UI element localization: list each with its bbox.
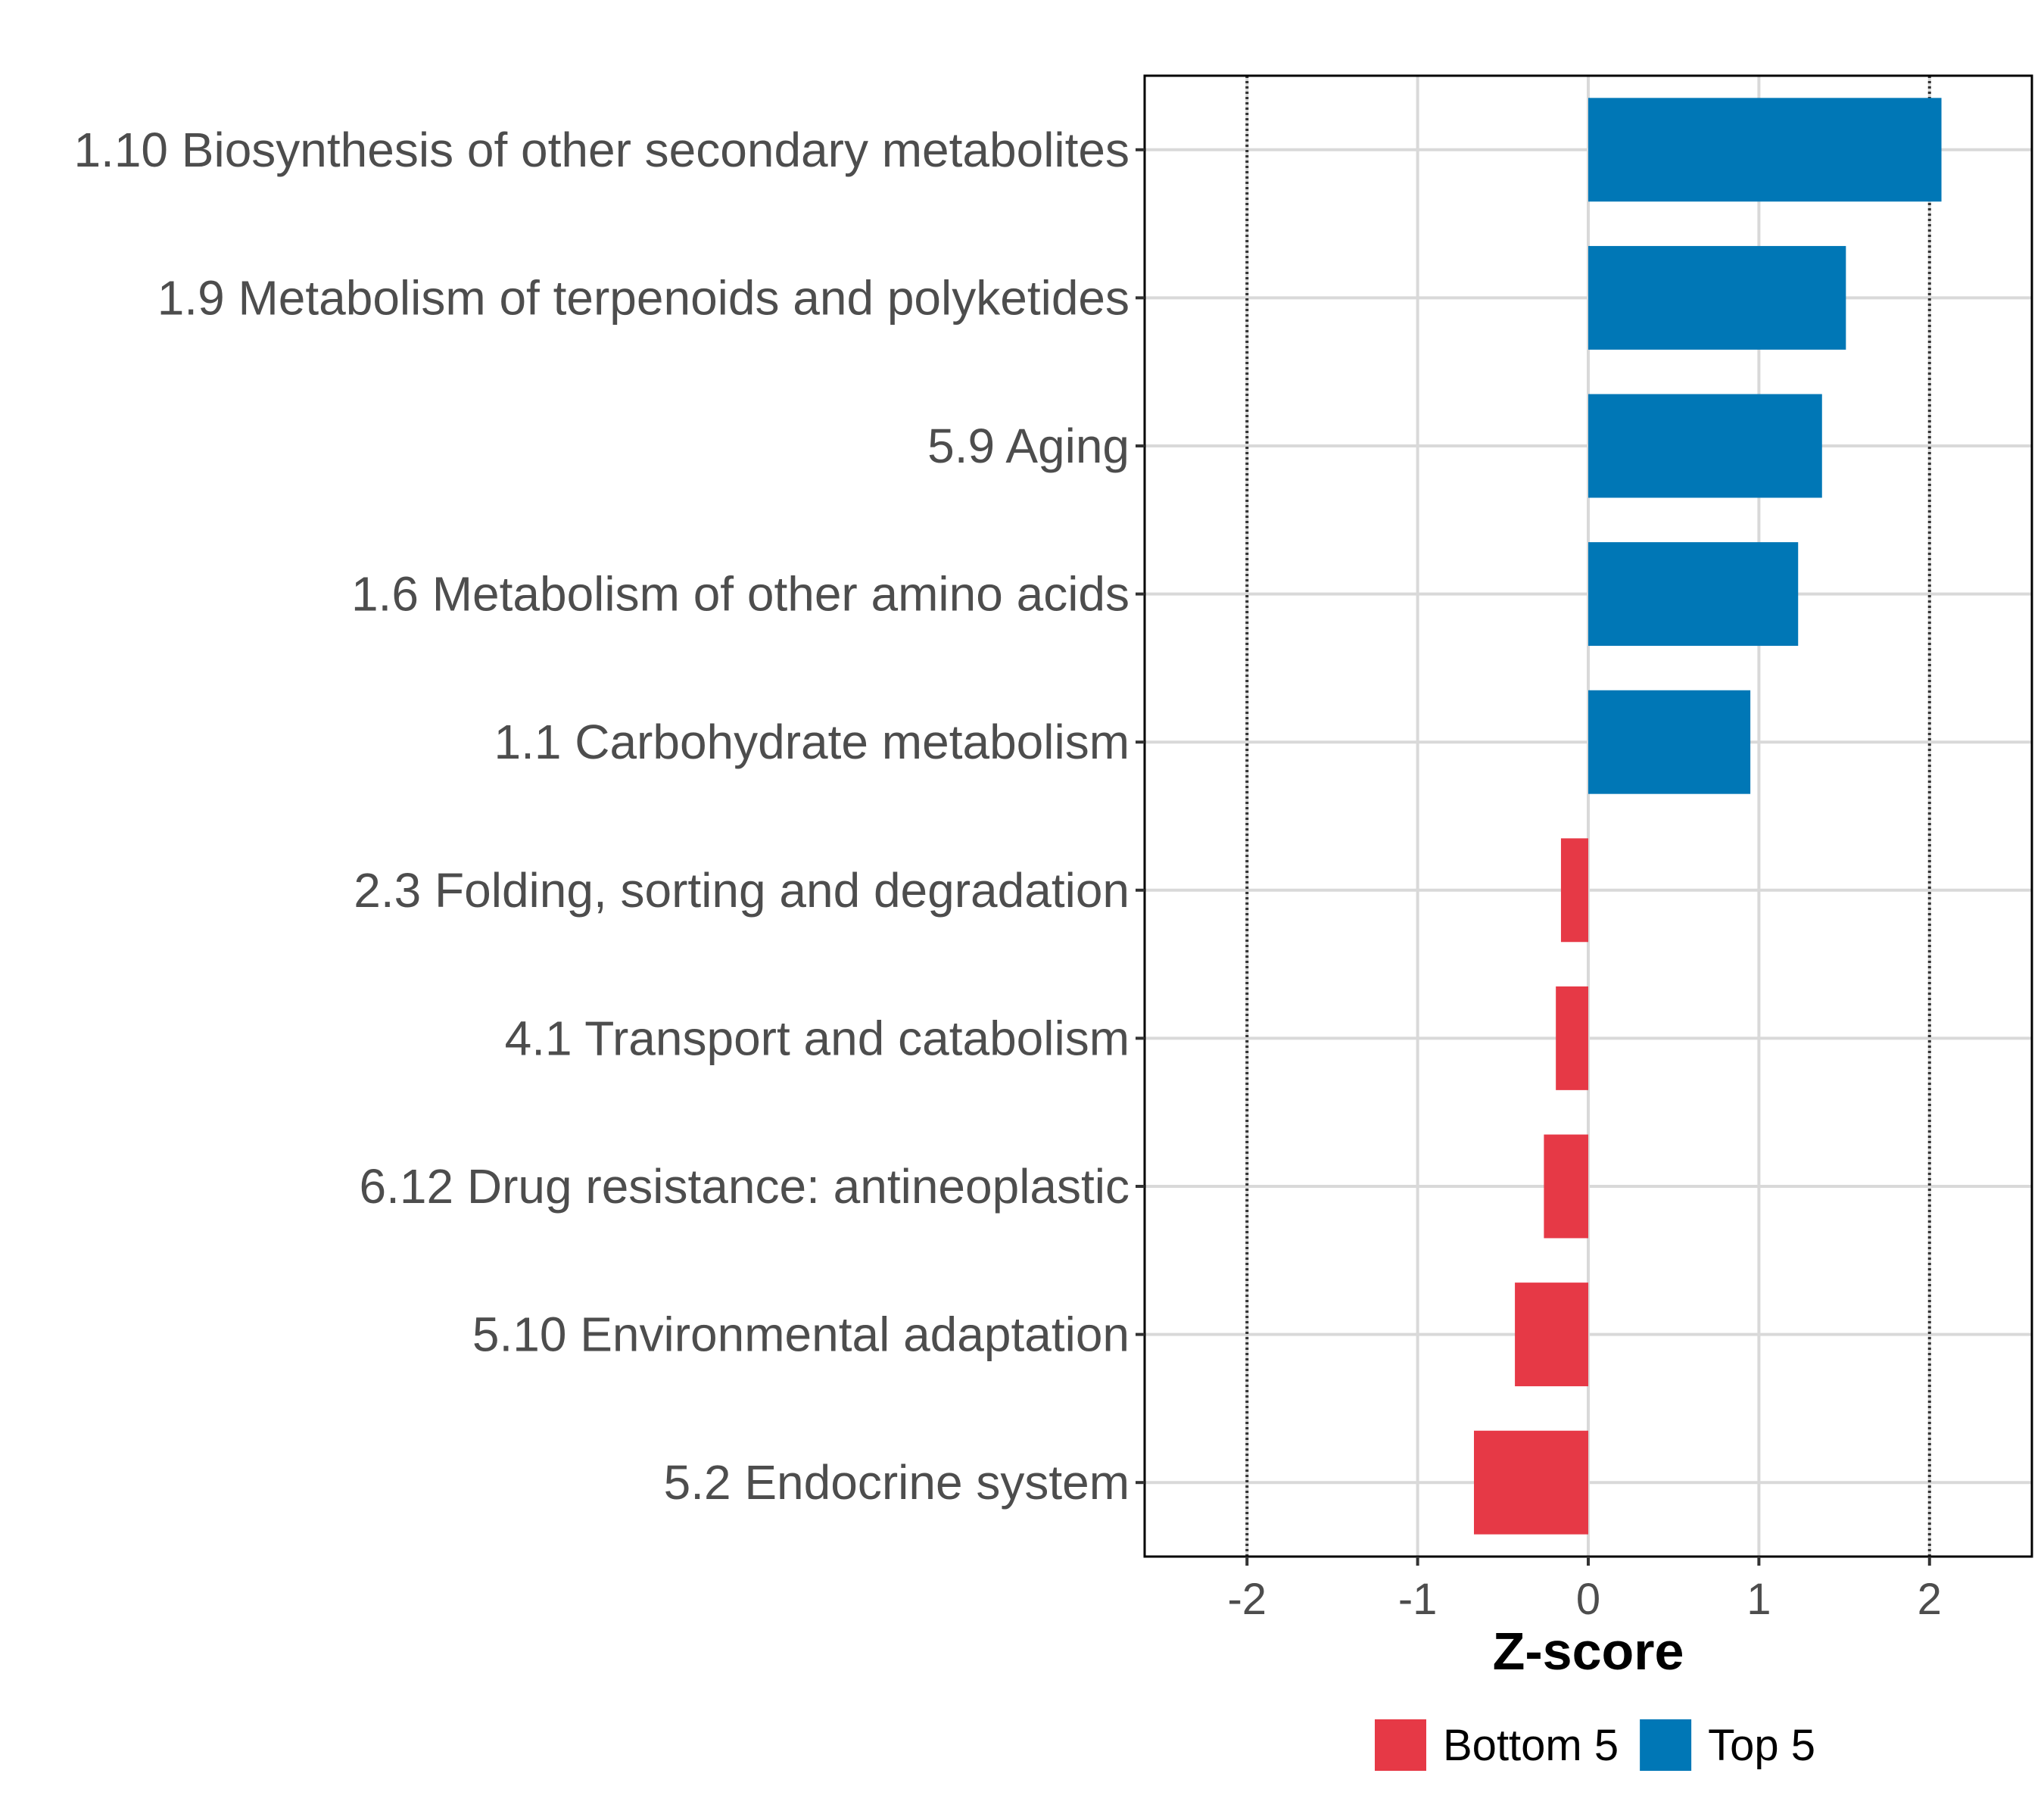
x-tick-label: 2 bbox=[1918, 1575, 1942, 1624]
y-tick-label: 2.3 Folding, sorting and degradation bbox=[354, 863, 1129, 918]
y-tick-label: 5.9 Aging bbox=[927, 419, 1129, 473]
y-tick-label: 1.9 Metabolism of terpenoids and polyket… bbox=[157, 270, 1129, 325]
bar bbox=[1588, 690, 1751, 794]
bar bbox=[1588, 542, 1799, 647]
y-tick-label: 4.1 Transport and catabolism bbox=[505, 1011, 1129, 1065]
x-axis-title: Z-score bbox=[1493, 1622, 1684, 1681]
y-tick-label: 5.2 Endocrine system bbox=[664, 1455, 1129, 1510]
bars bbox=[1473, 98, 1942, 1535]
bar bbox=[1556, 986, 1588, 1090]
legend: Bottom 5 Top 5 bbox=[1375, 1719, 1815, 1771]
bar bbox=[1473, 1430, 1588, 1535]
x-tick-label: 0 bbox=[1576, 1575, 1600, 1624]
bar bbox=[1588, 245, 1846, 350]
x-tick-label: -2 bbox=[1227, 1575, 1267, 1624]
y-tick-label: 5.10 Environmental adaptation bbox=[472, 1307, 1129, 1362]
legend-swatch bbox=[1375, 1719, 1426, 1771]
bar bbox=[1560, 838, 1588, 943]
bar bbox=[1515, 1282, 1588, 1387]
legend-label: Bottom 5 bbox=[1443, 1721, 1619, 1770]
x-tick-label: -1 bbox=[1398, 1575, 1438, 1624]
x-axis-ticks: -2 -1 0 1 2 bbox=[1227, 1557, 1942, 1624]
legend-swatch bbox=[1640, 1719, 1692, 1771]
bar bbox=[1588, 98, 1942, 202]
bar bbox=[1588, 394, 1822, 498]
x-tick-label: 1 bbox=[1746, 1575, 1771, 1624]
legend-label: Top 5 bbox=[1708, 1721, 1815, 1770]
y-tick-label: 1.6 Metabolism of other amino acids bbox=[351, 567, 1129, 622]
y-tick-label: 6.12 Drug resistance: antineoplastic bbox=[360, 1159, 1129, 1214]
bar bbox=[1544, 1134, 1588, 1239]
y-tick-label: 1.10 Biosynthesis of other secondary met… bbox=[73, 123, 1129, 177]
y-axis-ticks: 1.10 Biosynthesis of other secondary met… bbox=[73, 123, 1145, 1510]
y-tick-label: 1.1 Carbohydrate metabolism bbox=[494, 715, 1129, 769]
